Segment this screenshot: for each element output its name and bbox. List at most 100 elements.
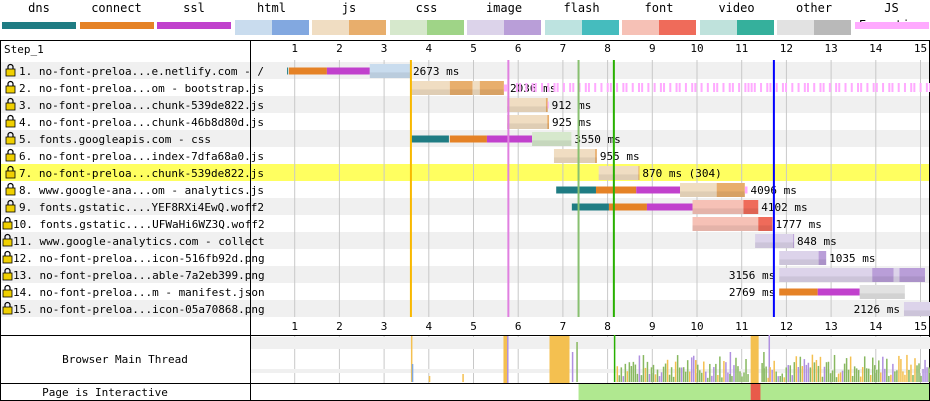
request-row-7[interactable]: 7. no-font-preloa...chunk-539de822.js 870… <box>5 165 722 180</box>
step-label: Step_1 <box>4 43 44 56</box>
main-thread-activity <box>914 358 916 382</box>
request-row-3[interactable]: 3. no-font-preloa...chunk-539de822.js 912… <box>5 97 591 112</box>
main-thread-activity <box>906 354 908 382</box>
main-thread-activity <box>571 352 574 382</box>
main-thread-activity <box>775 371 777 382</box>
request-label[interactable]: 1. no-font-preloa...e.netlify.com - / <box>19 65 264 78</box>
request-label[interactable]: 3. no-font-preloa...chunk-539de822.js <box>19 99 264 112</box>
request-row-14[interactable]: 14. no-font-preloa...m - manifest.json 27… <box>2 284 905 299</box>
main-thread-activity <box>843 363 846 382</box>
main-thread-activity <box>767 377 769 382</box>
main-thread-activity <box>660 372 663 382</box>
bar-segment-connect <box>779 288 818 296</box>
axis-tick-label: 10 <box>690 42 703 55</box>
request-row-13[interactable]: 13. no-font-preloa...able-7a2eb399.png 31… <box>2 267 925 282</box>
request-label[interactable]: 15. no-font-preloa...icon-05a70868.png <box>13 303 265 316</box>
request-row-10[interactable]: 10. fonts.gstatic....UFWaHi6WZ3Q.woff2 17… <box>2 216 822 231</box>
bar-segment-font <box>692 217 759 231</box>
request-row-8[interactable]: 8. www.google-ana...om - analytics.js 409… <box>5 182 797 197</box>
request-label[interactable]: 6. no-font-preloa...index-7dfa68a0.js <box>19 150 264 163</box>
lock-icon <box>2 306 13 315</box>
main-thread-activity <box>900 359 902 382</box>
js-execution-mark <box>556 83 559 92</box>
main-thread-activity <box>791 375 794 382</box>
js-execution-mark <box>594 83 597 92</box>
main-thread-activity <box>731 376 733 382</box>
main-thread-activity <box>703 361 705 382</box>
main-thread-activity <box>658 376 661 382</box>
main-thread-activity <box>697 364 699 382</box>
request-label[interactable]: 13. no-font-preloa...able-7a2eb399.png <box>13 269 265 282</box>
request-label[interactable]: 4. no-font-preloa...chunk-46b8d80d.js <box>19 116 264 129</box>
request-label[interactable]: 7. no-font-preloa...chunk-539de822.js <box>19 167 264 180</box>
request-row-5[interactable]: 5. fonts.googleapis.com - css 3550 ms <box>5 131 621 146</box>
lock-icon <box>2 272 13 281</box>
main-thread-activity <box>813 362 816 382</box>
main-thread-activity <box>867 368 870 382</box>
main-thread-activity <box>684 371 687 382</box>
request-label[interactable]: 9. fonts.gstatic....YEF8RXi4EwQ.woff2 <box>19 201 264 214</box>
lock-icon <box>5 119 16 128</box>
main-thread-activity <box>686 360 689 382</box>
bar-segment-image <box>872 268 894 282</box>
bar-segment-dns <box>287 67 289 75</box>
js-execution-mark <box>835 83 838 92</box>
bar-shade <box>893 276 900 282</box>
main-thread-activity <box>787 365 790 382</box>
js-execution-mark <box>791 83 794 92</box>
js-execution-mark <box>744 83 747 92</box>
request-label[interactable]: 10. fonts.gstatic....UFWaHi6WZ3Q.woff2 <box>13 218 265 231</box>
axis-tick-label: 12 <box>780 320 793 333</box>
request-duration: 955 ms <box>600 150 640 163</box>
js-execution-mark <box>659 83 662 92</box>
bar-shade <box>507 123 548 129</box>
request-duration: 2769 ms <box>729 286 775 299</box>
axis-tick-label: 13 <box>824 320 837 333</box>
request-row-1[interactable]: 1. no-font-preloa...e.netlify.com - / 267… <box>5 63 459 78</box>
main-thread-activity <box>888 375 890 382</box>
js-execution-mark <box>525 83 528 92</box>
js-execution-mark <box>616 83 619 92</box>
main-thread-activity <box>902 371 904 382</box>
main-thread-activity <box>713 367 715 382</box>
main-thread-activity <box>733 365 735 382</box>
request-label[interactable]: 14. no-font-preloa...m - manifest.json <box>13 286 265 299</box>
main-thread-activity <box>833 354 836 382</box>
main-thread-activity <box>692 355 695 382</box>
main-thread-activity <box>737 366 739 382</box>
bar-segment-dns <box>556 186 596 194</box>
request-row-4[interactable]: 4. no-font-preloa...chunk-46b8d80d.js 925… <box>5 114 592 129</box>
request-row-6[interactable]: 6. no-font-preloa...index-7dfa68a0.js 955… <box>5 148 640 163</box>
main-thread-band <box>251 337 930 349</box>
axis-tick-label: 8 <box>604 320 611 333</box>
main-thread-activity <box>908 369 910 382</box>
main-thread-activity <box>880 372 882 382</box>
request-label[interactable]: 5. fonts.googleapis.com - css <box>19 133 211 146</box>
lock-icon-shackle <box>7 114 14 120</box>
axis-tick-label: 7 <box>560 42 567 55</box>
bar-segment-font <box>692 200 744 214</box>
lock-icon-shackle <box>4 267 11 273</box>
request-label[interactable]: 2. no-font-preloa...om - bootstrap.js <box>19 82 264 95</box>
request-row-12[interactable]: 12. no-font-preloa...icon-516fb92d.png 10… <box>2 250 876 265</box>
request-row-15[interactable]: 15. no-font-preloa...icon-05a70868.png 21… <box>2 301 930 316</box>
main-thread-activity <box>815 359 818 382</box>
main-thread-activity <box>745 359 747 382</box>
main-thread-activity <box>411 364 414 382</box>
request-label[interactable]: 8. www.google-ana...om - analytics.js <box>19 184 264 197</box>
request-row-2[interactable]: 2. no-font-preloa...om - bootstrap.js 203… <box>5 80 556 95</box>
bar-shade <box>692 225 759 231</box>
request-label[interactable]: 12. no-font-preloa...icon-516fb92d.png <box>13 252 265 265</box>
main-thread-activity <box>717 374 719 382</box>
request-label[interactable]: 11. www.google-analytics.com - collect <box>13 235 265 248</box>
bar-segment-image <box>903 302 930 316</box>
main-thread-activity <box>729 352 732 382</box>
axis-tick-label: 11 <box>735 320 748 333</box>
bar-shade <box>532 140 572 146</box>
js-execution-mark <box>925 83 928 92</box>
js-execution-mark <box>515 83 518 92</box>
main-thread-activity <box>861 367 864 382</box>
request-row-9[interactable]: 9. fonts.gstatic....YEF8RXi4EwQ.woff2 410… <box>5 199 808 214</box>
main-thread-activity <box>644 367 647 382</box>
